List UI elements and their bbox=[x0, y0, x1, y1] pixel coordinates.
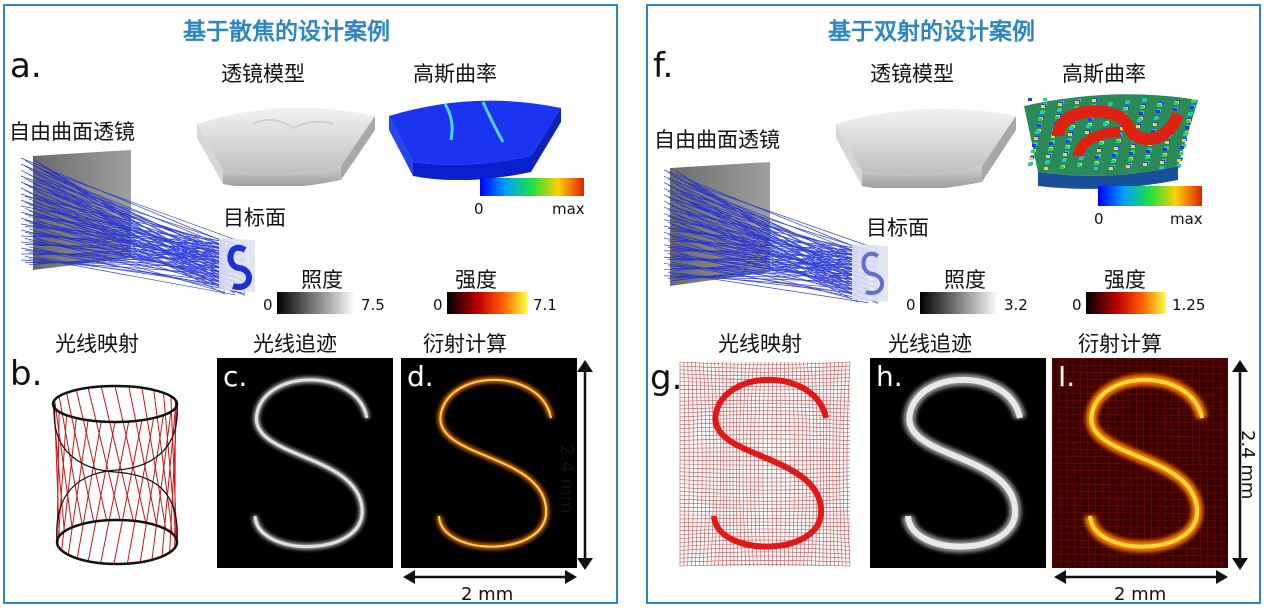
gaussian-curvature-label: 高斯曲率 bbox=[413, 62, 497, 86]
height-scale-arrow-right bbox=[1232, 360, 1248, 570]
intensity-max: 7.1 bbox=[533, 296, 557, 314]
illuminance-colorbar-right bbox=[920, 292, 998, 314]
ray-tracing-scene bbox=[20, 150, 255, 296]
right-panel-title: 基于双射的设计案例 bbox=[828, 19, 1035, 45]
diffraction-s-curve bbox=[436, 377, 554, 550]
curvature-max-right: max bbox=[1170, 210, 1203, 228]
label-f: f. bbox=[653, 46, 674, 86]
illuminance-max-right: 3.2 bbox=[1004, 296, 1028, 314]
target-plane-label-right: 目标面 bbox=[866, 216, 929, 240]
label-a: a. bbox=[10, 46, 42, 86]
curvature-colorbar-right bbox=[1098, 186, 1202, 206]
curvature-min-right: 0 bbox=[1094, 210, 1104, 228]
intensity-max-right: 1.25 bbox=[1172, 296, 1206, 314]
lens-model-label-right: 透镜模型 bbox=[870, 62, 954, 86]
lens-model-image-right bbox=[836, 108, 1016, 188]
diffraction-label-right: 衍射计算 bbox=[1078, 332, 1162, 356]
lens-model-image bbox=[197, 107, 375, 186]
ray-tracing-label: 光线追迹 bbox=[253, 332, 337, 356]
label-c: c. bbox=[223, 360, 248, 393]
height-scale-label: 2.4 mm bbox=[556, 444, 577, 514]
curvature-min-label: 0 bbox=[474, 200, 484, 218]
ray-mapping-grid-image bbox=[676, 358, 854, 570]
intensity-label-right: 强度 bbox=[1104, 268, 1146, 292]
right-panel: 基于双射的设计案例 f. 透镜模型 高斯曲率 自由曲面透镜 目标面 0 max … bbox=[646, 4, 1261, 605]
illuminance-min: 0 bbox=[263, 296, 273, 314]
diffraction-result: d. bbox=[401, 358, 577, 568]
freeform-lens-label-right: 自由曲面透镜 bbox=[654, 128, 780, 152]
freeform-lens-label: 自由曲面透镜 bbox=[9, 120, 135, 144]
label-d: d. bbox=[407, 360, 434, 393]
label-g: g. bbox=[650, 358, 683, 398]
intensity-min: 0 bbox=[433, 296, 443, 314]
lens-model-label: 透镜模型 bbox=[221, 62, 305, 86]
ray-tracing-s-curve bbox=[252, 377, 370, 550]
label-h: h. bbox=[876, 360, 903, 393]
gaussian-curvature-label-right: 高斯曲率 bbox=[1062, 62, 1146, 86]
left-panel-title: 基于散焦的设计案例 bbox=[183, 19, 390, 45]
height-scale-arrow bbox=[577, 360, 593, 570]
curvature-max-label: max bbox=[552, 200, 585, 218]
diffraction-result-right: I. bbox=[1052, 358, 1228, 568]
curvature-colorbar bbox=[480, 178, 584, 196]
ray-mapping-label: 光线映射 bbox=[55, 332, 139, 356]
width-scale-arrow bbox=[403, 570, 577, 584]
ray-tracing-result-right: h. bbox=[870, 358, 1046, 568]
intensity-min-right: 0 bbox=[1072, 296, 1082, 314]
curvature-image-right bbox=[1024, 94, 1198, 189]
ray-tracing-s-curve-right bbox=[902, 373, 1026, 553]
label-i: I. bbox=[1058, 360, 1076, 393]
ray-tracing-scene-right bbox=[663, 162, 888, 304]
illuminance-colorbar bbox=[277, 292, 355, 314]
ray-mapping-label-right: 光线映射 bbox=[718, 332, 802, 356]
diffraction-label: 衍射计算 bbox=[423, 332, 507, 356]
width-scale-label: 2 mm bbox=[461, 584, 514, 605]
ray-tracing-label-right: 光线追迹 bbox=[888, 332, 972, 356]
ray-mapping-image bbox=[51, 384, 179, 566]
left-panel: 基于散焦的设计案例 a. 透镜模型 高斯曲率 自由曲面透镜 目标面 0 max … bbox=[3, 4, 618, 605]
diffraction-s-curve-right bbox=[1052, 358, 1228, 568]
curvature-image bbox=[389, 100, 561, 180]
illuminance-max: 7.5 bbox=[361, 296, 385, 314]
illuminance-label: 照度 bbox=[301, 268, 343, 292]
ray-tracing-result: c. bbox=[217, 358, 393, 568]
intensity-label: 强度 bbox=[455, 268, 497, 292]
width-scale-arrow-right bbox=[1054, 570, 1228, 584]
label-b: b. bbox=[10, 354, 43, 394]
width-scale-label-right: 2 mm bbox=[1114, 584, 1167, 605]
intensity-colorbar bbox=[447, 292, 527, 314]
illuminance-label-right: 照度 bbox=[944, 268, 986, 292]
target-plane-label: 目标面 bbox=[223, 206, 286, 230]
intensity-colorbar-right bbox=[1086, 292, 1166, 314]
height-scale-label-right: 2.4 mm bbox=[1237, 430, 1258, 500]
illuminance-min-right: 0 bbox=[906, 296, 916, 314]
mapping-grid bbox=[679, 361, 851, 567]
